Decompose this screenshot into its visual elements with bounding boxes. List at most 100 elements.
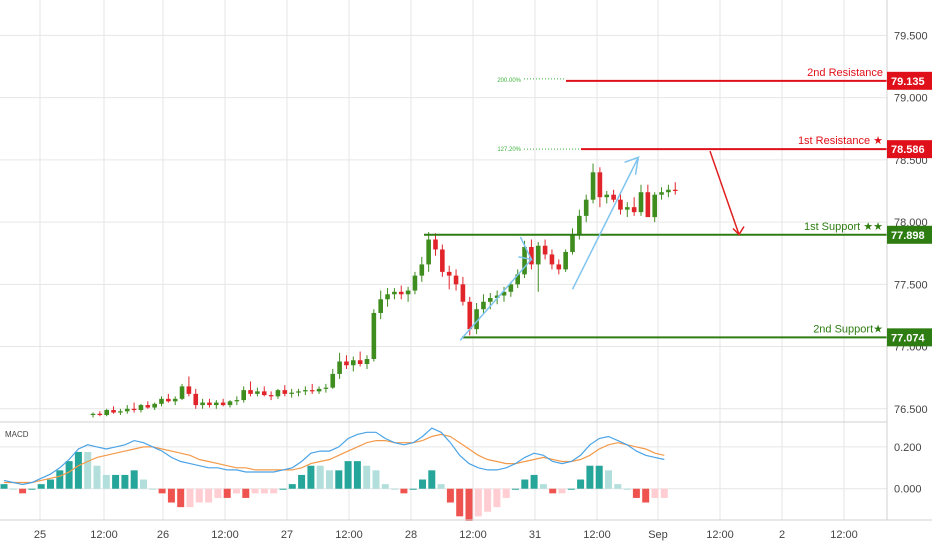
candle-up [234, 400, 240, 402]
candle-up [652, 194, 657, 218]
candle-up [179, 386, 185, 399]
candle-down [357, 360, 363, 364]
candle-down [268, 395, 274, 397]
time-tick-label: 2 [779, 529, 785, 541]
candle-up [604, 194, 610, 198]
macd-histogram-bar [484, 488, 492, 512]
macd-histogram-bar [223, 488, 231, 498]
macd-histogram-bar [428, 470, 436, 489]
candle-down [645, 192, 651, 218]
time-tick-label: 12:00 [706, 529, 734, 541]
abc-pattern-arrow-1[interactable] [459, 236, 533, 341]
macd-histogram-bar [260, 488, 268, 494]
time-tick-label: 27 [281, 529, 293, 541]
macd-histogram-bar [400, 488, 408, 494]
price-axis-background[interactable] [887, 0, 932, 550]
candle-down [248, 390, 253, 394]
candle-down [453, 275, 459, 285]
time-tick-label: 12:00 [583, 529, 611, 541]
macd-histogram-bar [539, 484, 547, 489]
candle-down [220, 402, 226, 406]
candle-up [90, 413, 96, 416]
candle-down [398, 291, 404, 295]
candle-up [563, 251, 568, 270]
abc-pattern-arrow-2[interactable] [571, 156, 640, 290]
macd-histogram-bar [251, 488, 259, 494]
macd-histogram-bar [372, 470, 380, 489]
candle-up [214, 402, 219, 406]
candles-layer [90, 163, 678, 418]
candle-up [227, 401, 233, 406]
support-1-price-tag [887, 225, 932, 244]
candle-up [583, 199, 589, 216]
macd-histogram-bar [521, 479, 529, 489]
macd-histogram-bar [186, 488, 194, 508]
candle-up [200, 402, 205, 406]
macd-histogram-bar [605, 470, 612, 489]
bearish-arrow-icon[interactable] [709, 150, 745, 236]
macd-tick-label: 0.200 [894, 442, 922, 454]
resistance-2-price-tag [887, 71, 932, 90]
support-2-price-tag-text: 77.074 [891, 332, 926, 344]
candle-down [549, 254, 555, 265]
macd-histogram-bar [614, 484, 622, 489]
macd-histogram-bar [335, 470, 343, 489]
macd-histogram-bar [409, 488, 417, 490]
candle-up [515, 274, 520, 285]
candle-up [159, 398, 164, 404]
support-2-label: 2nd Support★ [813, 323, 883, 335]
candle-up [426, 239, 431, 265]
macd-histogram-bar [363, 465, 371, 489]
candle-up [337, 361, 342, 374]
candle-up [659, 192, 664, 195]
macd-histogram-bar [549, 488, 557, 494]
candle-up [405, 290, 411, 295]
time-tick-label: 31 [529, 529, 541, 541]
macd-histogram-bar [391, 488, 399, 490]
candle-up [508, 284, 514, 292]
macd-histogram-bar [279, 488, 287, 490]
support-2-price-tag [887, 328, 932, 347]
support-1-label: 1st Support ★★ [804, 221, 883, 233]
macd-histogram-bar [288, 484, 296, 489]
candle-up [118, 411, 123, 413]
macd-histogram-bar [47, 479, 54, 489]
candle-down [542, 245, 548, 255]
candle-down [131, 408, 137, 411]
macd-panel: MACD [0, 427, 668, 521]
macd-histogram-bar [465, 488, 473, 521]
macd-histogram-bar [65, 461, 73, 489]
candle-up [666, 189, 671, 193]
grid-layer [0, 0, 887, 520]
macd-histogram-bar [167, 488, 175, 503]
candle-down [309, 390, 315, 392]
time-tick-label: 26 [157, 529, 169, 541]
candle-up [501, 291, 507, 296]
macd-histogram-bar [19, 488, 27, 494]
time-tick-label: 12:00 [335, 529, 363, 541]
candle-down [529, 246, 534, 265]
candle-down [440, 249, 445, 272]
candle-down [433, 239, 438, 250]
candle-down [618, 199, 623, 210]
candle-up [104, 410, 109, 416]
candle-up [296, 391, 301, 393]
macd-histogram-bar [121, 474, 129, 489]
macd-histogram-bar [74, 451, 82, 489]
macd-histogram-bar [233, 488, 240, 494]
macd-histogram-bar [195, 488, 203, 503]
macd-label: MACD [5, 430, 29, 439]
macd-histogram-bar [177, 488, 185, 508]
macd-histogram-bar [307, 465, 315, 489]
macd-histogram-bar [270, 488, 278, 494]
resistance-1-price-tag-text: 78.586 [891, 144, 925, 156]
price-tick-label: 77.500 [894, 279, 928, 291]
macd-histogram-bar [130, 470, 138, 489]
macd-histogram-bar [437, 484, 445, 489]
candle-down [97, 413, 103, 416]
candle-down [446, 271, 452, 276]
macd-histogram-bar [298, 474, 306, 489]
